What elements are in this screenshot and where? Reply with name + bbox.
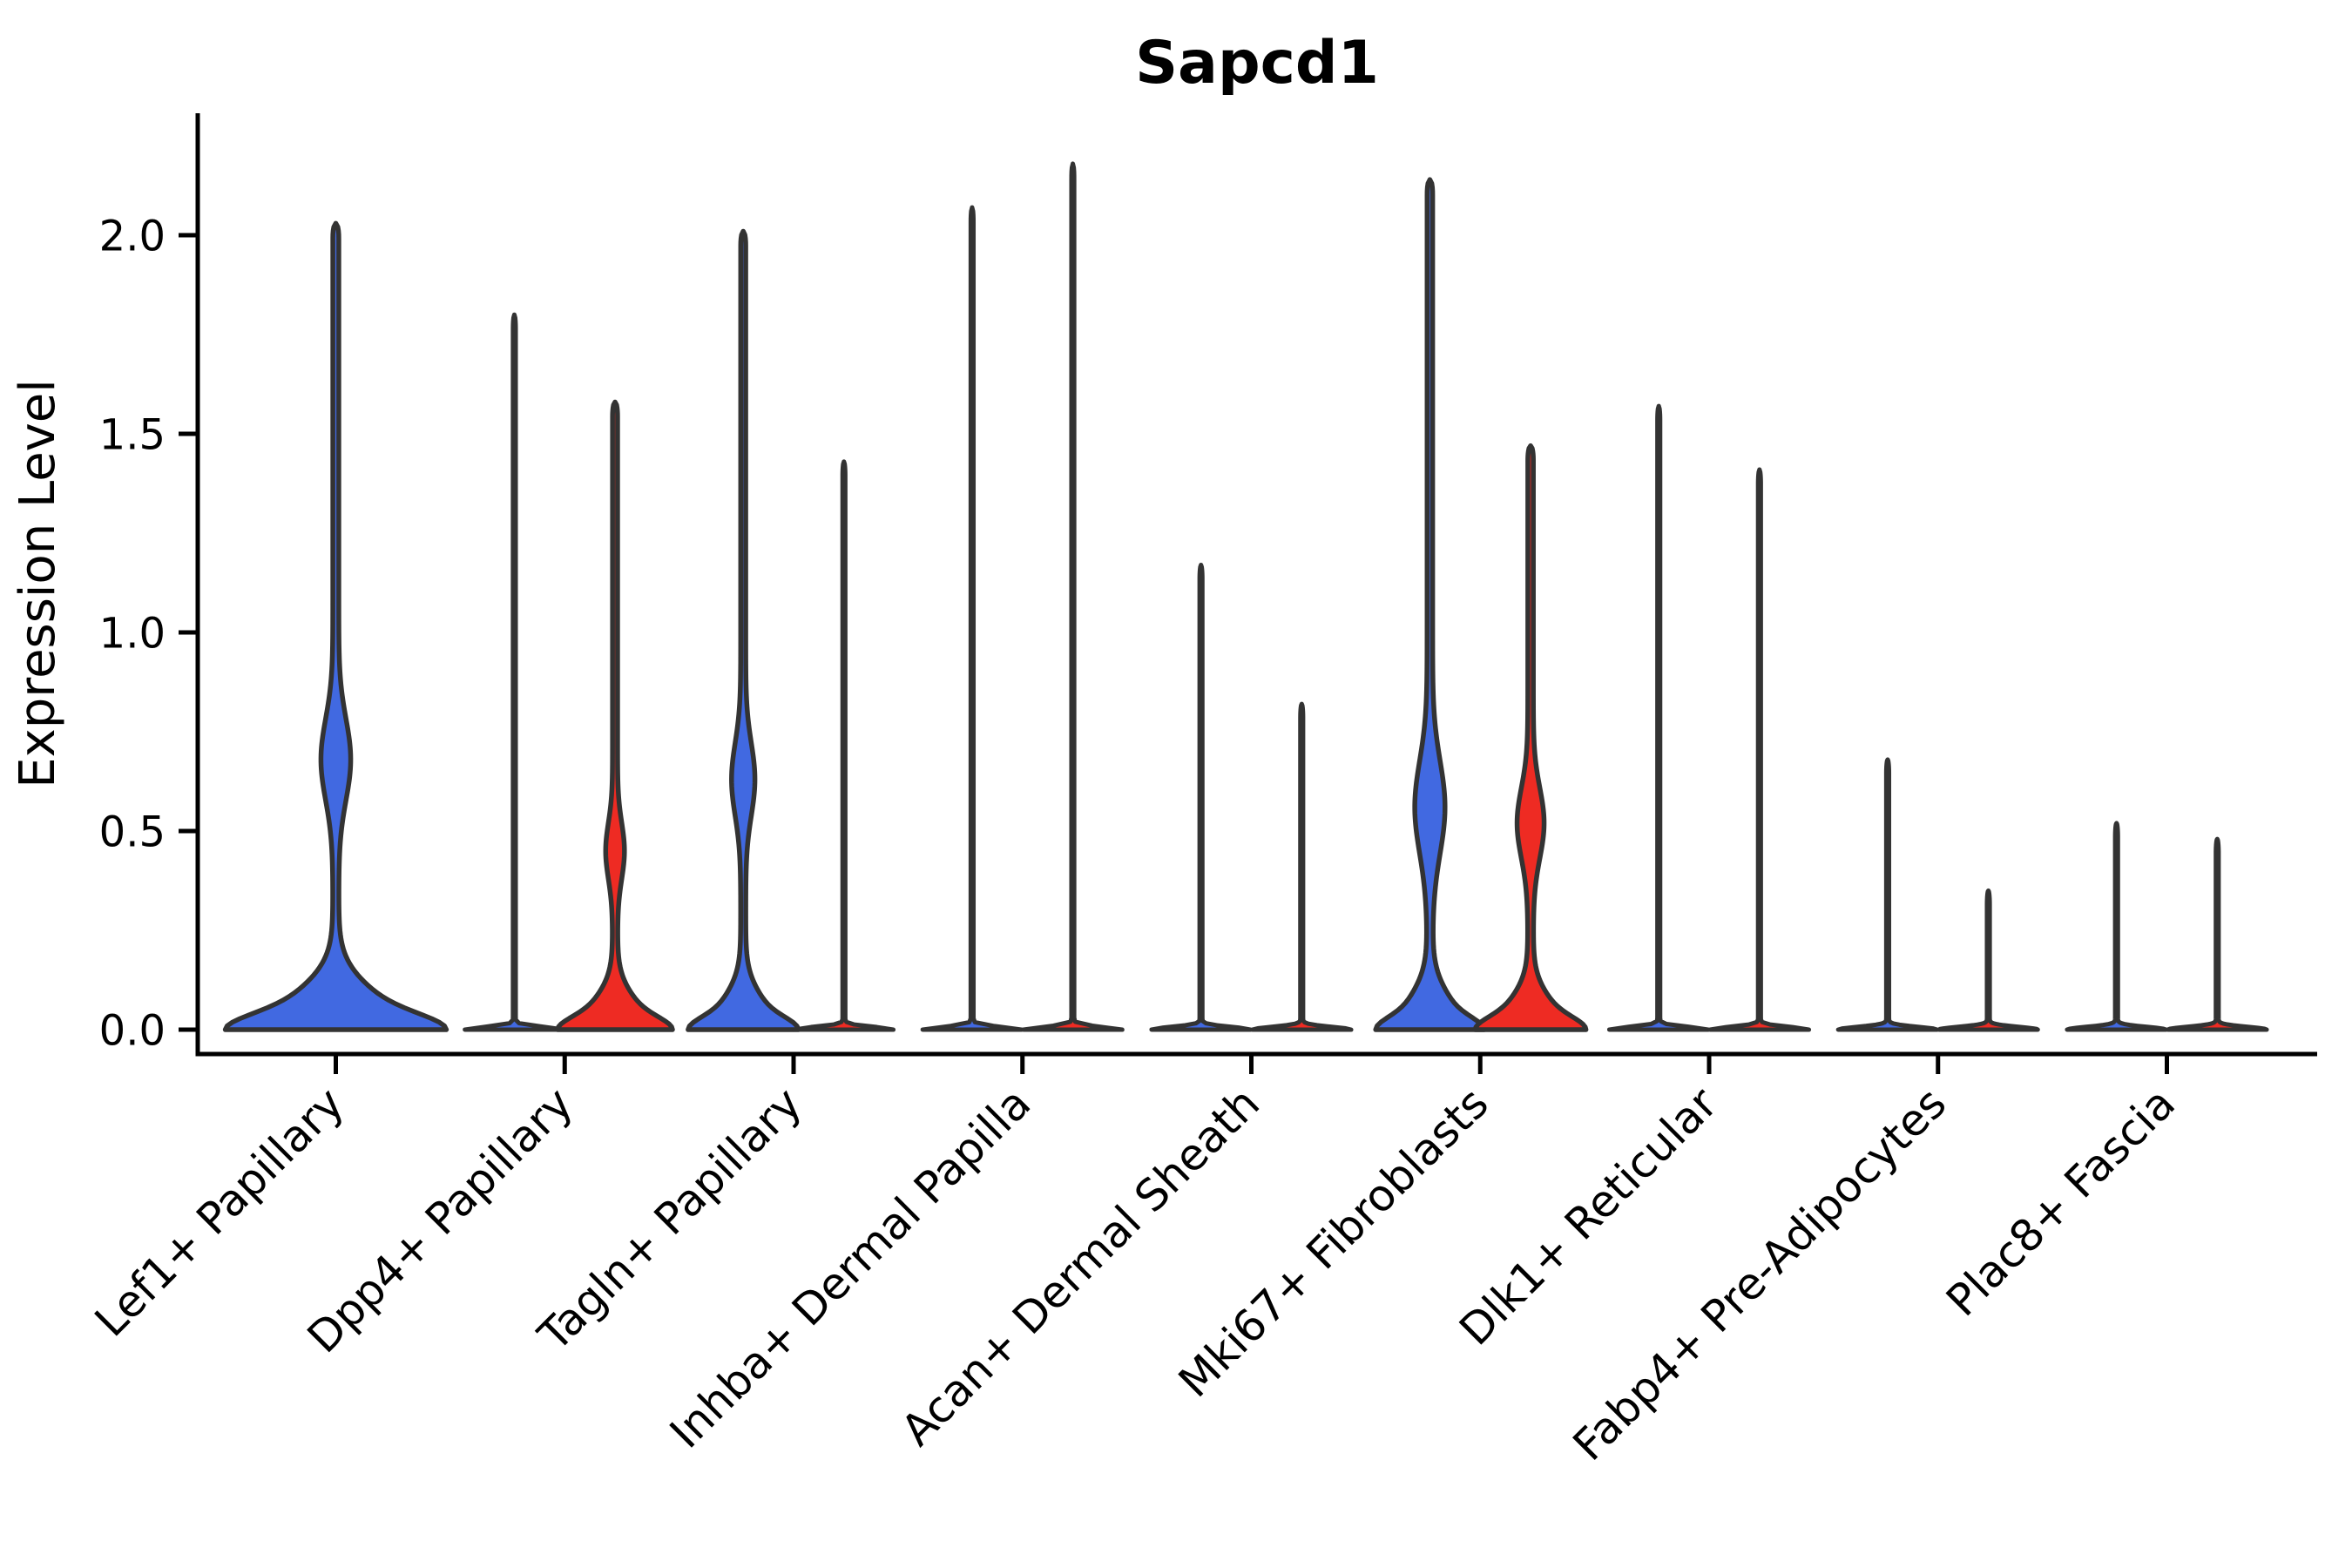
- violin-inhba-dermal-papilla-blue: [920, 205, 1024, 1032]
- y-tick-label-0.0: 0.0: [99, 1006, 166, 1055]
- violin-fabp4-pre-adipocytes-blue: [1835, 757, 1940, 1032]
- violin-plac8-fascia-blue: [2065, 821, 2168, 1032]
- y-tick-label-0.5: 0.5: [99, 808, 166, 856]
- violin-tagln-papillary-red: [792, 459, 896, 1032]
- violin-dlk1-reticular-red: [1707, 467, 1812, 1032]
- violin-fabp4-pre-adipocytes-red: [1936, 888, 2040, 1032]
- violin-tagln-papillary-blue: [686, 228, 801, 1032]
- axes-layer: [195, 113, 2317, 1057]
- violin-mki67-fibroblasts-blue: [1373, 177, 1487, 1032]
- y-tick-label-1.5: 1.5: [99, 410, 166, 459]
- y-axis-label: Expression Level: [10, 379, 66, 788]
- y-tick-label-1.0: 1.0: [99, 609, 166, 658]
- violin-plac8-fascia-red: [2166, 836, 2269, 1032]
- chart-title: Sapcd1: [1135, 29, 1379, 98]
- violin-acan-dermal-sheath-blue: [1149, 562, 1253, 1032]
- violin-mki67-fibroblasts-red: [1472, 443, 1589, 1032]
- axis-spines: [195, 113, 2317, 1057]
- violin-lef1-papillary-blue: [222, 220, 449, 1032]
- violin-dpp4-papillary-red: [555, 399, 675, 1032]
- violin-inhba-dermal-papilla-red: [1021, 161, 1125, 1032]
- violins-layer: [222, 161, 2269, 1032]
- y-tick-label-2.0: 2.0: [99, 212, 166, 260]
- violin-dpp4-papillary-blue: [463, 312, 566, 1032]
- violin-acan-dermal-sheath-red: [1250, 701, 1354, 1032]
- violin-dlk1-reticular-blue: [1606, 403, 1711, 1032]
